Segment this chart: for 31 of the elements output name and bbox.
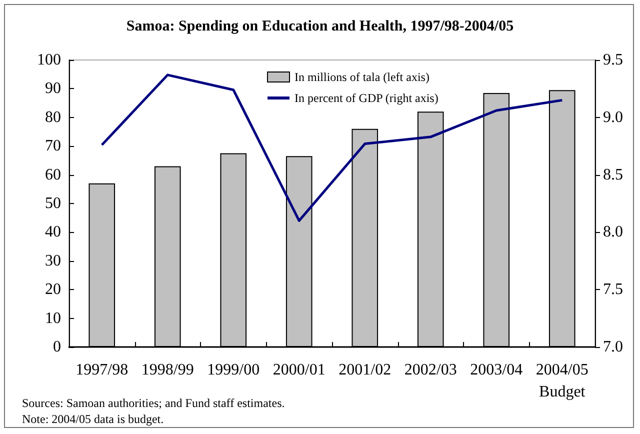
line-series — [100, 74, 564, 222]
y2-tick-label: 9.0 — [603, 108, 623, 126]
y-tick-label: 10 — [45, 310, 61, 327]
chart-title: Samoa: Spending on Education and Health, 1997/98-2004/05 — [126, 18, 514, 34]
y2-tick-label: 7.0 — [603, 338, 623, 356]
y-tick-label: 40 — [45, 224, 61, 241]
x-tick-label: 1998/99 — [141, 362, 194, 378]
y-tick-label: 60 — [45, 166, 61, 184]
legend-label: In percent of GDP (right axis) — [294, 91, 438, 105]
x-tick-label: 1999/00 — [207, 362, 260, 378]
x-tick-label: 2004/05 Budget — [536, 362, 588, 400]
y2-tick-label: 7.5 — [603, 281, 623, 298]
y-tick-label: 0 — [53, 338, 61, 356]
y2-tick-label: 8.5 — [603, 166, 623, 184]
x-tick-label: 2000/01 — [272, 362, 326, 378]
x-tick-label: 2002/03 — [404, 362, 457, 378]
x-tick-label: 2001/02 — [338, 362, 392, 378]
y-tick-label: 30 — [45, 252, 61, 270]
y2-tick-label: 9.5 — [603, 52, 623, 68]
y-tick-label: 100 — [37, 52, 61, 68]
text: Note: 2004/05 data is budget. — [22, 412, 164, 426]
y-tick-label: 90 — [45, 80, 61, 98]
y-tick-label: 50 — [45, 195, 61, 212]
x-tick-label: 1997/98 — [76, 362, 128, 378]
y2-tick-label: 8.0 — [603, 224, 623, 241]
legend-label: In millions of tala (left axis) — [294, 70, 430, 84]
x-tick-label: 2003/04 — [470, 362, 523, 378]
source-note: Sources: Samoan authorities; and Fund staff estimates. — [22, 396, 285, 410]
y-tick-label: 70 — [45, 138, 61, 155]
y-tick-label: 20 — [45, 281, 61, 298]
y-tick-label: 80 — [45, 108, 61, 126]
